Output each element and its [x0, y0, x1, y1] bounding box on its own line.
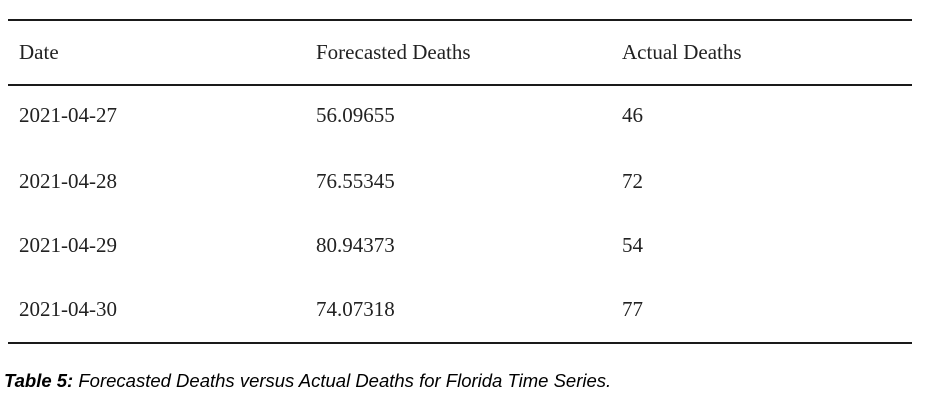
table-header-rule: [8, 84, 912, 86]
table-row: 2021-04-28 76.55345 72: [8, 150, 912, 214]
cell-actual-deaths: 77: [622, 297, 643, 321]
table-header-row: Date Forecasted Deaths Actual Deaths: [8, 21, 912, 84]
results-table: Date Forecasted Deaths Actual Deaths 202…: [8, 19, 912, 344]
cell-date: 2021-04-27: [19, 103, 117, 127]
header-date: Date: [19, 40, 59, 64]
cell-actual-deaths: 54: [622, 233, 643, 257]
table-bottom-rule: [8, 342, 912, 344]
cell-date: 2021-04-30: [19, 297, 117, 321]
cell-forecasted-deaths: 74.07318: [316, 297, 395, 321]
caption-text: Forecasted Deaths versus Actual Deaths f…: [73, 370, 612, 391]
table-row: 2021-04-27 56.09655 46: [8, 86, 912, 150]
cell-actual-deaths: 46: [622, 103, 643, 127]
cell-forecasted-deaths: 76.55345: [316, 169, 395, 193]
header-actual-deaths: Actual Deaths: [622, 40, 742, 64]
table-row: 2021-04-29 80.94373 54: [8, 214, 912, 278]
table-top-rule: [8, 19, 912, 21]
table-row: 2021-04-30 74.07318 77: [8, 278, 912, 342]
header-forecasted-deaths: Forecasted Deaths: [316, 40, 471, 64]
table-caption: Table 5: Forecasted Deaths versus Actual…: [4, 370, 611, 392]
cell-date: 2021-04-28: [19, 169, 117, 193]
caption-label: Table 5:: [4, 370, 74, 391]
cell-actual-deaths: 72: [622, 169, 643, 193]
cell-forecasted-deaths: 56.09655: [316, 103, 395, 127]
cell-date: 2021-04-29: [19, 233, 117, 257]
cell-forecasted-deaths: 80.94373: [316, 233, 395, 257]
